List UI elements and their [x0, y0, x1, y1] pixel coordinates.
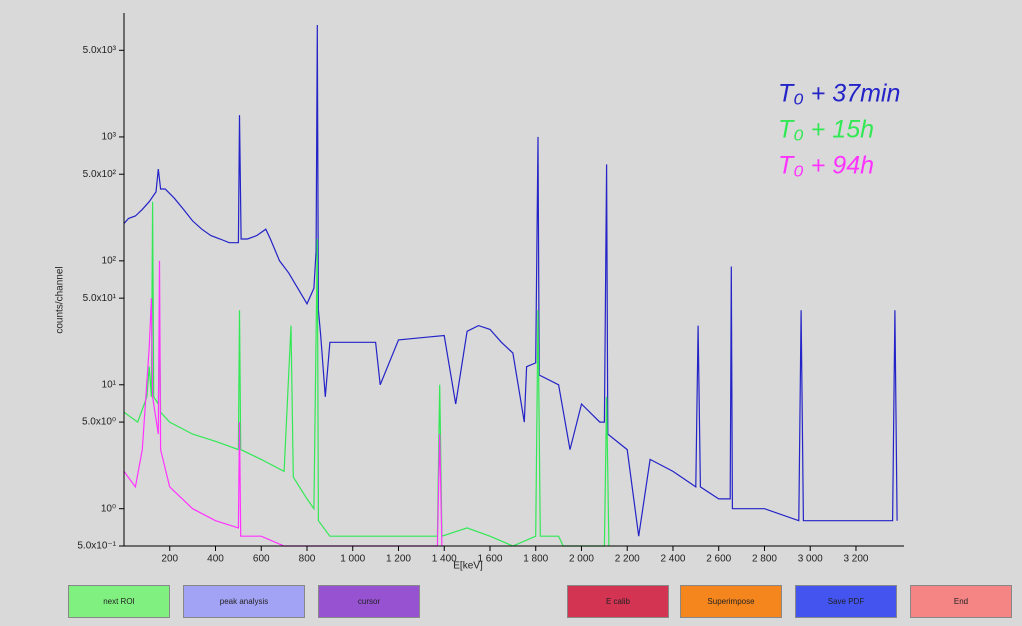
button[interactable]: Save PDF	[795, 585, 897, 618]
button[interactable]: E calib	[567, 585, 669, 618]
x-tick-label: 2 200	[615, 554, 640, 565]
x-tick-label: 1 600	[477, 554, 502, 565]
y-tick-label: 10³	[102, 132, 117, 143]
button[interactable]: peak analysis	[183, 585, 305, 618]
legend-entry: T₀ + 37min	[778, 80, 900, 108]
spectrum-line	[123, 260, 443, 547]
y-tick-label: 5.0x10⁰	[82, 417, 116, 428]
y-tick-label: 5.0x10¹	[83, 293, 117, 304]
legend-entry: T₀ + 15h	[778, 116, 874, 144]
x-tick-label: 2 000	[569, 554, 594, 565]
x-tick-label: 1 000	[340, 554, 365, 565]
x-tick-label: 800	[299, 554, 316, 565]
y-tick-label: 10²	[102, 255, 117, 266]
button[interactable]: cursor	[318, 585, 420, 618]
x-tick-label: 200	[161, 554, 178, 565]
legend-entry: T₀ + 94h	[778, 152, 874, 180]
x-tick-label: 600	[253, 554, 270, 565]
x-tick-label: 2 800	[752, 554, 777, 565]
y-tick-label: 5.0x10²	[83, 169, 117, 180]
y-tick-label: 5.0x10⁻¹	[77, 541, 116, 552]
button[interactable]: next ROI	[68, 585, 170, 618]
y-tick-label: 10⁰	[101, 503, 116, 514]
chart: E[keV] counts/channel T₀ + 37min T₀ + 15h…	[55, 13, 904, 572]
x-tick-label: 3 000	[798, 554, 823, 565]
x-tick-label: 2 600	[706, 554, 731, 565]
button[interactable]: End	[910, 585, 1012, 618]
x-tick-label: 1 200	[386, 554, 411, 565]
x-tick-label: 1 400	[432, 554, 457, 565]
x-tick-label: 3 200	[843, 554, 868, 565]
y-tick-label: 10¹	[102, 379, 117, 390]
button[interactable]: Superimpose	[680, 585, 782, 618]
y-tick-label: 5.0x10³	[83, 45, 117, 56]
y-axis-label: counts/channel	[55, 266, 66, 333]
x-tick-label: 400	[207, 554, 224, 565]
x-axis-label: E[keV]	[453, 561, 483, 572]
spectrum-line	[123, 24, 898, 537]
spectrum-line	[123, 201, 610, 547]
x-tick-label: 2 400	[660, 554, 685, 565]
x-tick-label: 1 800	[523, 554, 548, 565]
